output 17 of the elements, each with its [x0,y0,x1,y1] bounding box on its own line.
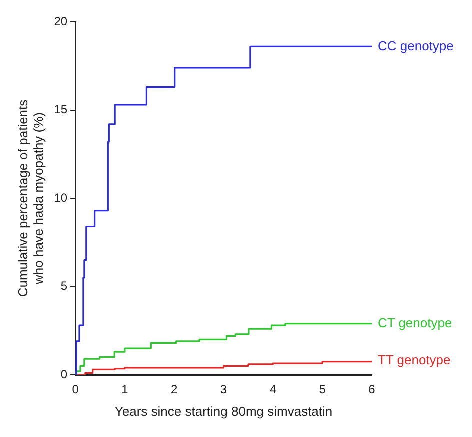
series-label: CC genotype [378,38,454,54]
x-axis-title: Years since starting 80mg simvastatin [114,404,333,419]
x-tick-label: 6 [368,382,376,397]
series-label: TT genotype [378,352,451,368]
x-tick-label: 2 [171,382,178,397]
y-axis-title: Cumulative percentage of patients who have hada myopathy (%) [15,99,46,298]
y-tick-label: 5 [60,279,68,294]
x-tick-label: 5 [319,382,326,397]
x-tick-label: 1 [122,382,129,397]
y-tick-label: 0 [60,367,68,382]
x-tick-label: 4 [270,382,277,397]
y-tick-label: 15 [54,102,68,117]
y-tick-label: 20 [54,14,68,28]
x-tick-label: 0 [72,382,80,397]
x-tick-label: 3 [220,382,228,397]
y-tick-label: 10 [54,190,68,205]
series-label: CT genotype [378,315,452,330]
